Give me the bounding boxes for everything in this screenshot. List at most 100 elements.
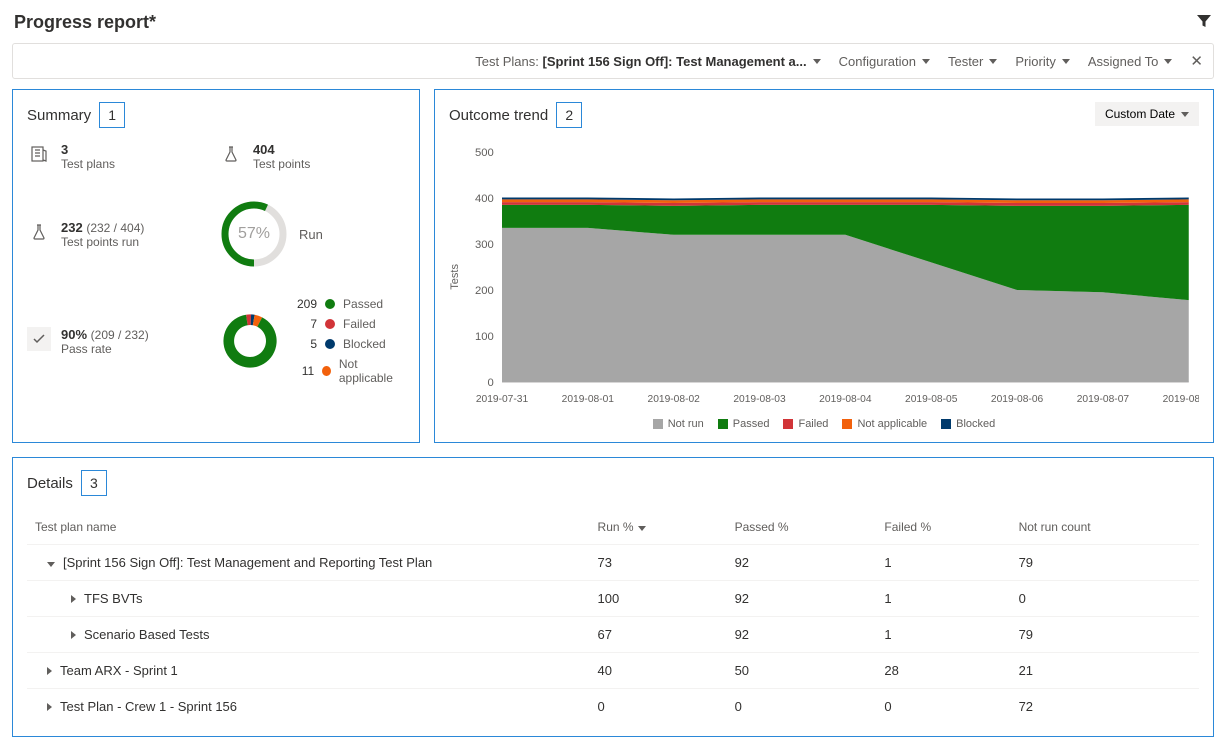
chevron-right-icon[interactable] [71, 631, 76, 639]
svg-text:2019-08-05: 2019-08-05 [905, 394, 958, 405]
summary-title: Summary [27, 107, 91, 124]
cell: 28 [876, 653, 1010, 689]
custom-date-button[interactable]: Custom Date [1095, 102, 1199, 126]
legend-label: Blocked [343, 337, 386, 351]
trend-legend-item: Blocked [941, 418, 995, 430]
pass-rate-value: 90% [61, 327, 87, 342]
pass-rate-label: Pass rate [61, 342, 149, 356]
chevron-down-icon [1062, 59, 1070, 64]
svg-text:2019-08-07: 2019-08-07 [1077, 394, 1130, 405]
flask-icon [27, 220, 51, 244]
filter-assigned-to[interactable]: Assigned To [1088, 54, 1173, 69]
column-header[interactable]: Test plan name [27, 510, 590, 545]
column-header[interactable]: Not run count [1011, 510, 1199, 545]
filter-configuration[interactable]: Configuration [839, 54, 930, 69]
legend-item: 209Passed [295, 297, 405, 311]
cell: 1 [876, 545, 1010, 581]
legend-label: Not run [668, 418, 704, 430]
summary-test-plans-label: Test plans [61, 157, 115, 171]
cell: 1 [876, 617, 1010, 653]
legend-swatch [941, 419, 951, 429]
svg-text:300: 300 [475, 239, 494, 251]
details-badge: 3 [81, 470, 107, 496]
chevron-down-icon [813, 59, 821, 64]
legend-item: 7Failed [295, 317, 405, 331]
svg-text:2019-07-31: 2019-07-31 [476, 394, 529, 405]
chevron-down-icon[interactable] [47, 562, 55, 567]
trend-legend-item: Not run [653, 418, 704, 430]
svg-text:400: 400 [475, 193, 494, 205]
trend-panel: Outcome trend 2 Custom Date Tests 010020… [434, 89, 1214, 443]
trend-legend: Not runPassedFailedNot applicableBlocked [449, 418, 1199, 430]
legend-item: 11 Not applicable [295, 357, 405, 385]
column-header[interactable]: Failed % [876, 510, 1010, 545]
svg-text:100: 100 [475, 331, 494, 343]
filter-label: Assigned To [1088, 54, 1159, 69]
filter-tester[interactable]: Tester [948, 54, 997, 69]
cell: 50 [727, 653, 877, 689]
filter-label: Configuration [839, 54, 916, 69]
trend-chart: Tests 01002003004005002019-07-312019-08-… [449, 142, 1199, 430]
table-row[interactable]: [Sprint 156 Sign Off]: Test Management a… [27, 545, 1199, 581]
trend-y-label: Tests [449, 264, 461, 290]
cell: 92 [727, 617, 877, 653]
cell: 0 [1011, 581, 1199, 617]
legend-dot [325, 319, 335, 329]
legend-item: 5Blocked [295, 337, 405, 351]
run-donut-label: Run [299, 227, 323, 242]
close-icon[interactable]: ✕ [1190, 52, 1203, 70]
filter-test-plans-value: [Sprint 156 Sign Off]: Test Management a… [543, 54, 807, 69]
table-row[interactable]: Test Plan - Crew 1 - Sprint 15600072 [27, 689, 1199, 725]
details-title: Details [27, 475, 73, 492]
filter-label: Tester [948, 54, 983, 69]
chevron-right-icon[interactable] [47, 667, 52, 675]
legend-dot [322, 366, 331, 376]
legend-label: Not applicable [339, 357, 405, 385]
breakdown-legend: 209Passed 7Failed 5Blocked 11 Not applicable [295, 297, 405, 385]
sort-arrow-icon [638, 526, 646, 531]
check-icon [27, 327, 51, 351]
svg-text:2019-08-03: 2019-08-03 [733, 394, 786, 405]
column-header[interactable]: Run % [590, 510, 727, 545]
cell: 92 [727, 545, 877, 581]
chevron-down-icon [1164, 59, 1172, 64]
filter-label: Priority [1015, 54, 1055, 69]
table-row[interactable]: Scenario Based Tests6792179 [27, 617, 1199, 653]
cell: 0 [590, 689, 727, 725]
trend-title: Outcome trend [449, 107, 548, 124]
filter-test-plans[interactable]: Test Plans: [Sprint 156 Sign Off]: Test … [475, 54, 820, 69]
legend-swatch [718, 419, 728, 429]
table-row[interactable]: TFS BVTs1009210 [27, 581, 1199, 617]
page-title: Progress report* [14, 12, 156, 33]
legend-label: Not applicable [857, 418, 927, 430]
filter-icon[interactable] [1196, 13, 1212, 32]
row-name: TFS BVTs [84, 591, 143, 606]
trend-legend-item: Failed [783, 418, 828, 430]
svg-text:2019-08-04: 2019-08-04 [819, 394, 872, 405]
cell: 0 [876, 689, 1010, 725]
legend-count: 11 [295, 364, 314, 378]
legend-swatch [842, 419, 852, 429]
svg-text:0: 0 [488, 377, 494, 389]
legend-dot [325, 299, 335, 309]
summary-test-plans: 3 Test plans [27, 142, 209, 171]
chevron-right-icon[interactable] [47, 703, 52, 711]
list-icon [27, 142, 51, 166]
summary-test-points-run: 232 (232 / 404) Test points run [27, 220, 209, 249]
cell: 72 [1011, 689, 1199, 725]
cell: 40 [590, 653, 727, 689]
summary-pass-rate: 90% (209 / 232) Pass rate [27, 327, 209, 356]
legend-label: Failed [343, 317, 376, 331]
legend-label: Failed [798, 418, 828, 430]
pass-rate-sub: (209 / 232) [91, 328, 149, 342]
column-header[interactable]: Passed % [727, 510, 877, 545]
svg-text:2019-08-06: 2019-08-06 [991, 394, 1044, 405]
run-donut: 57% Run [219, 199, 405, 269]
table-row[interactable]: Team ARX - Sprint 140502821 [27, 653, 1199, 689]
cell: 1 [876, 581, 1010, 617]
legend-count: 209 [295, 297, 317, 311]
breakdown-donut [219, 306, 281, 376]
filter-priority[interactable]: Priority [1015, 54, 1069, 69]
cell: 0 [727, 689, 877, 725]
chevron-right-icon[interactable] [71, 595, 76, 603]
